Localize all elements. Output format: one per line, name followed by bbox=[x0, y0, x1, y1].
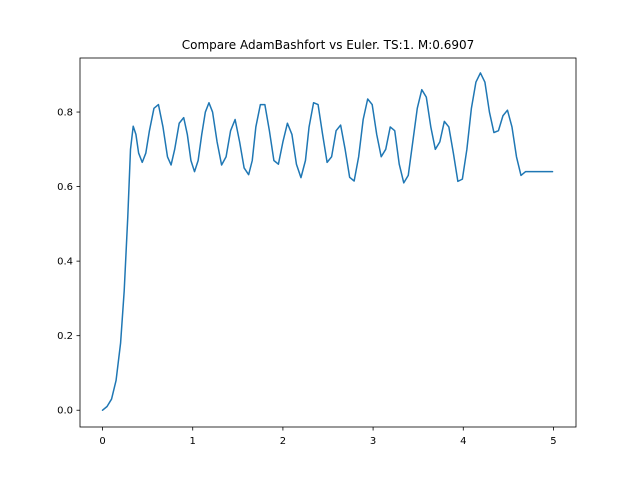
y-tick-label: 0.6 bbox=[57, 182, 73, 193]
plot-area: 0 1 2 3 4 5 0.0 0.2 0.4 0.6 0.8 bbox=[57, 57, 577, 447]
axes-frame bbox=[79, 57, 577, 428]
x-tick-label: 1 bbox=[190, 436, 196, 447]
y-tick-label: 0.0 bbox=[57, 406, 73, 417]
series-line-0 bbox=[101, 72, 554, 411]
x-tick-label: 2 bbox=[280, 436, 286, 447]
x-tick-label: 3 bbox=[370, 436, 376, 447]
y-tick-label: 0.2 bbox=[57, 331, 73, 342]
y-tick-label: 0.4 bbox=[57, 257, 73, 268]
x-tick-label: 4 bbox=[460, 436, 466, 447]
x-tick-label: 0 bbox=[99, 436, 105, 447]
y-tick-label: 0.8 bbox=[57, 108, 73, 119]
x-tick-label: 5 bbox=[550, 436, 556, 447]
chart-title: Compare AdamBashfort vs Euler. TS:1. M:0… bbox=[182, 38, 475, 52]
